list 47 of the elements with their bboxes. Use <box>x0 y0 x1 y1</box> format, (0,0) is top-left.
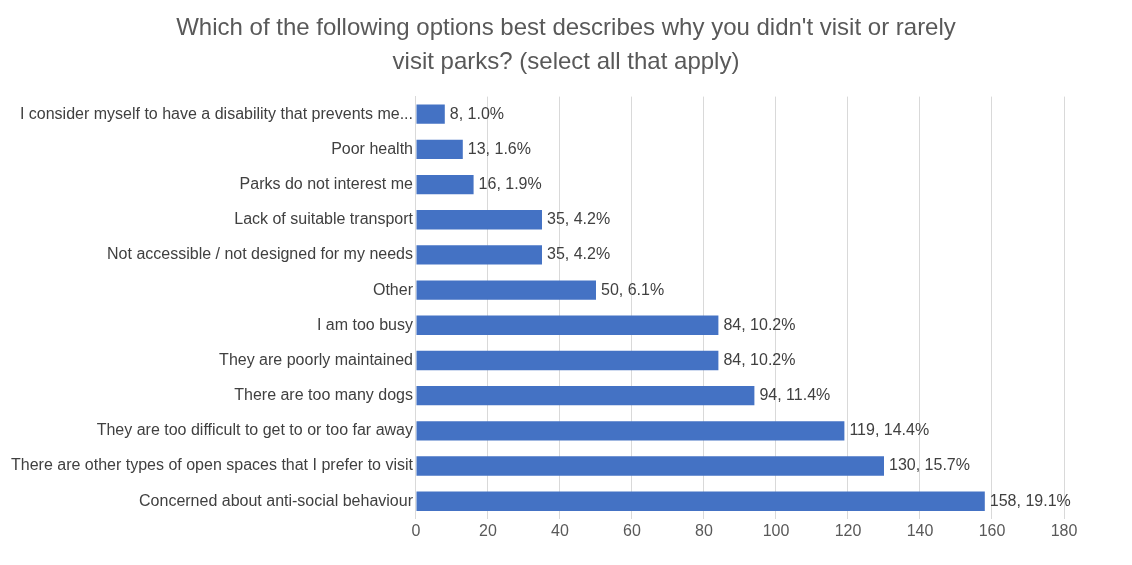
y-tick-label: There are other types of open spaces that I prefer to visit <box>10 456 414 474</box>
y-tick-label: I consider myself to have a disability that prevents me... <box>19 104 413 122</box>
x-tick-label: 180 <box>1050 521 1078 539</box>
y-tick-label: Lack of suitable transport <box>234 210 414 228</box>
chart-title: Which of the following options best describes why you didn't visit or rarely visit parks? (select all that apply) <box>175 12 957 76</box>
data-label: 158, 19.1% <box>989 491 1071 509</box>
data-label: 16, 1.9% <box>478 174 542 192</box>
bar <box>416 456 884 476</box>
bar <box>416 210 542 230</box>
x-tick-label: 140 <box>906 521 934 539</box>
data-label: 94, 11.4% <box>759 386 831 404</box>
x-tick-label: 120 <box>834 521 862 539</box>
y-tick-label: Concerned about anti-social behaviour <box>139 491 414 509</box>
bar <box>416 280 596 300</box>
data-label: 35, 4.2% <box>546 210 611 228</box>
data-label: 119, 14.4% <box>849 421 930 439</box>
bar <box>416 385 755 406</box>
bar <box>416 104 445 124</box>
y-tick-label: I am too busy <box>316 315 413 333</box>
data-label: 13, 1.6% <box>467 139 531 157</box>
bar <box>416 315 719 335</box>
data-label: 50, 6.1% <box>600 280 665 298</box>
x-tick-label: 60 <box>623 521 641 539</box>
x-tick-label: 20 <box>479 521 497 539</box>
y-tick-label: Parks do not interest me <box>239 174 414 192</box>
x-tick-label: 160 <box>978 521 1006 539</box>
data-label: 35, 4.2% <box>546 245 611 263</box>
bar <box>416 421 845 441</box>
data-label: 8, 1.0% <box>449 104 505 122</box>
y-tick-label: Poor health <box>331 139 413 157</box>
bar <box>416 350 719 371</box>
data-label: 84, 10.2% <box>723 350 796 368</box>
x-tick-label: 40 <box>551 521 569 539</box>
y-tick-label: They are too difficult to get to or too far away <box>96 421 413 439</box>
y-tick-label: They are poorly maintained <box>219 350 413 368</box>
bar <box>416 174 474 195</box>
bar <box>416 245 542 265</box>
y-tick-label: Other <box>372 280 414 298</box>
data-label: 130, 15.7% <box>889 456 970 474</box>
x-tick-label: 0 <box>411 521 421 539</box>
x-tick-label: 80 <box>695 521 713 539</box>
y-tick-label: Not accessible / not designed for my needs <box>107 245 413 263</box>
x-tick-label: 100 <box>762 521 790 539</box>
bar <box>416 139 463 160</box>
y-tick-label: There are too many dogs <box>234 386 413 404</box>
data-label: 84, 10.2% <box>723 315 796 333</box>
bar <box>416 491 985 511</box>
